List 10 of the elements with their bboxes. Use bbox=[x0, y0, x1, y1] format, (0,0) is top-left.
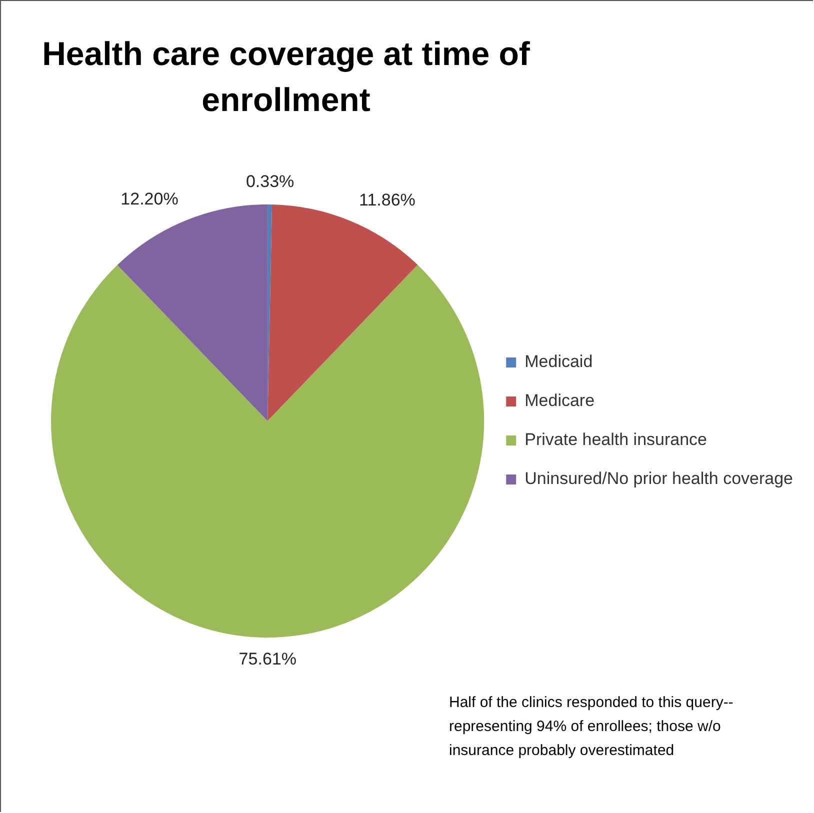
legend-label: Private health insurance bbox=[524, 430, 708, 450]
chart-title: Health care coverage at time of enrollment bbox=[41, 34, 531, 120]
legend-label: Medicaid bbox=[524, 352, 593, 372]
data-label: 12.20% bbox=[120, 189, 178, 208]
data-label: 0.33% bbox=[246, 172, 294, 192]
legend-label: Uninsured/No prior health coverage bbox=[524, 469, 793, 488]
data-label: 11.86% bbox=[358, 190, 416, 210]
data-label: 75.61% bbox=[238, 649, 296, 668]
text: Half of the clinics responded to this query--representing 94% of enrollees; those w/o insurance probably overestimated bbox=[449, 693, 734, 761]
legend-label: Medicare bbox=[524, 391, 595, 410]
